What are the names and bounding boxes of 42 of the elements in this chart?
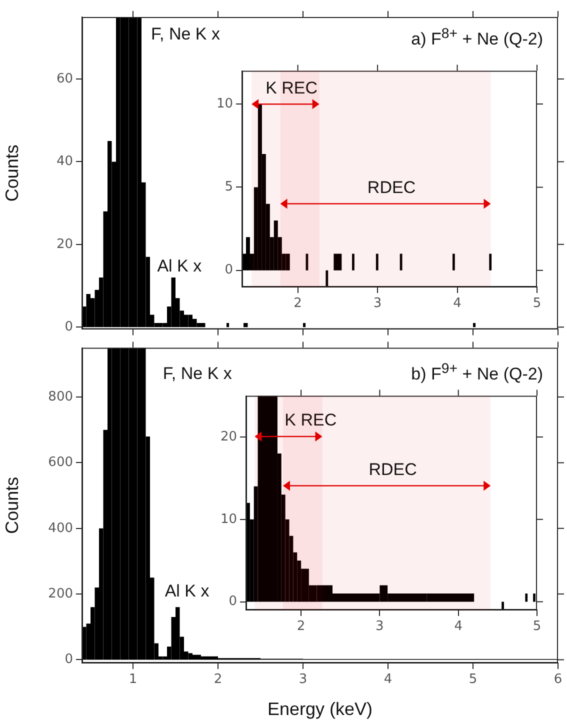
text: a) F$^{8+}$ + Ne (Q-2) <box>411 26 543 50</box>
x-tick-label: 5 <box>532 296 542 312</box>
annotation: F, Ne K x <box>162 364 232 383</box>
annotation: F, Ne K x <box>151 24 220 44</box>
y-tick-label: 400 <box>48 520 73 536</box>
x-axis-title: Energy (keV) <box>267 699 373 720</box>
y-axis-title: Counts <box>2 144 22 202</box>
x-tick-label: 1 <box>128 672 138 688</box>
y-tick-label: 0 <box>64 652 73 668</box>
x-tick-label: 6 <box>554 672 562 688</box>
band-label: K REC <box>284 410 337 430</box>
x-tick-label: 3 <box>376 619 384 634</box>
x-tick-label: 4 <box>454 619 462 634</box>
y-tick-label: 20 <box>56 236 73 252</box>
x-tick-label: 3 <box>373 296 382 312</box>
band-label: RDEC <box>368 460 417 479</box>
y-tick-label: 20 <box>220 429 237 444</box>
y-tick-label: 0 <box>64 320 73 335</box>
text: b) F$^{9+}$ + Ne (Q-2) <box>411 361 543 385</box>
y-tick-label: 10 <box>220 512 237 527</box>
x-tick-label: 5 <box>532 619 542 634</box>
y-tick-label: 0 <box>224 262 233 278</box>
y-tick-label: 60 <box>56 71 73 86</box>
y-tick-label: 0 <box>228 594 237 610</box>
x-tick-label: 2 <box>214 672 222 688</box>
annotation: Al K x <box>157 256 202 276</box>
x-tick-label: 4 <box>453 296 462 312</box>
band-label: RDEC <box>367 178 416 197</box>
x-tick-label: 2 <box>294 296 302 312</box>
y-tick-label: 40 <box>56 154 73 170</box>
x-tick-label: 3 <box>298 672 308 688</box>
y-axis-title: Counts <box>2 476 22 534</box>
x-tick-label: 5 <box>468 672 478 688</box>
y-tick-label: 200 <box>48 586 73 602</box>
y-tick-label: 800 <box>48 389 73 404</box>
annotation: Al K x <box>164 581 210 600</box>
y-tick-label: 10 <box>216 96 233 112</box>
band-label: K REC <box>266 78 318 98</box>
y-tick-label: 600 <box>48 455 73 470</box>
x-tick-label: 2 <box>296 619 306 634</box>
x-tick-label: 4 <box>384 672 392 688</box>
y-tick-label: 5 <box>224 180 233 195</box>
